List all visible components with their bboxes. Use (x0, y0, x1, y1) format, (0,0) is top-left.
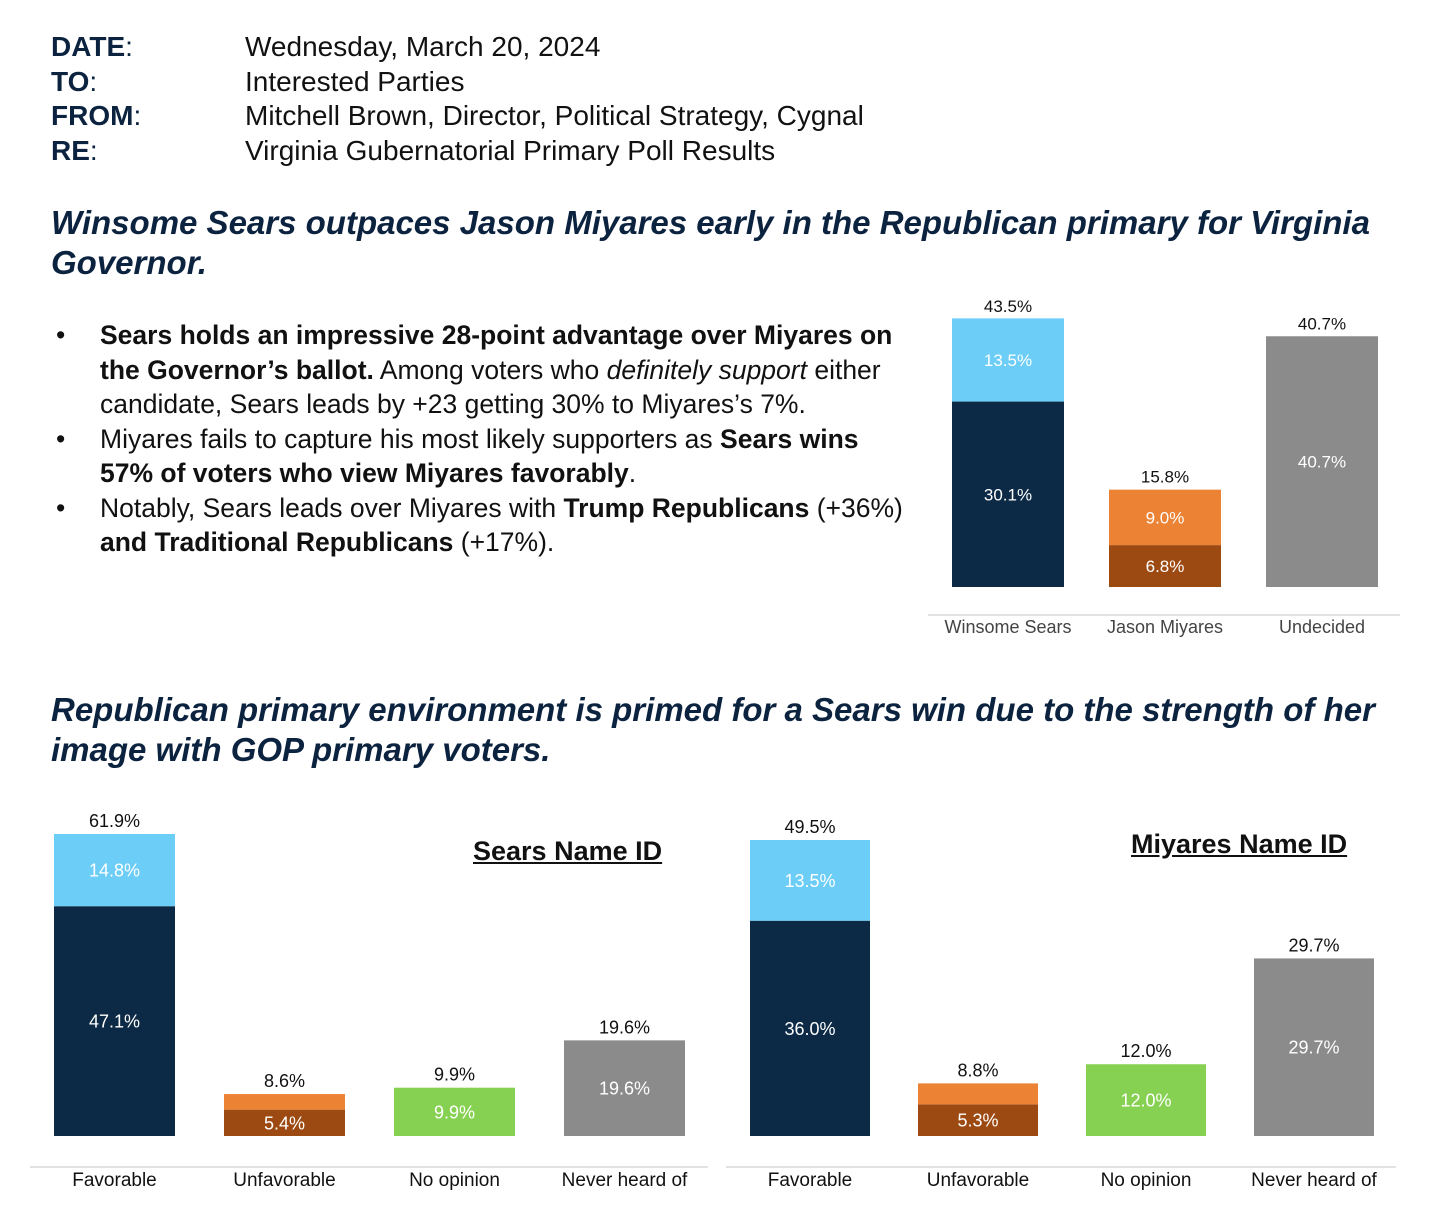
bullet-text-run: Among voters who (373, 354, 607, 385)
bar-segment (1109, 545, 1221, 587)
category-label: Never heard of (1251, 1170, 1377, 1191)
category-label: Favorable (72, 1170, 157, 1191)
total-label: 40.7% (1298, 314, 1346, 333)
segment-label: 5.3% (957, 1111, 998, 1131)
segment-label: 9.9% (434, 1102, 475, 1122)
segment-label: 5.4% (264, 1113, 305, 1133)
bar-segment (1086, 1064, 1206, 1136)
bullet-text-run: (+36%) (809, 492, 903, 523)
memo-row-from: FROM: Mitchell Brown, Director, Politica… (51, 99, 864, 134)
bullet-icon: • (56, 492, 66, 523)
memo-row-date: DATE: Wednesday, March 20, 2024 (51, 30, 864, 65)
category-label: Unfavorable (927, 1170, 1029, 1191)
segment-label: 29.7% (1288, 1038, 1339, 1058)
memo-value-date: Wednesday, March 20, 2024 (245, 31, 601, 62)
miyares-chart-title: Miyares Name ID (1131, 829, 1348, 859)
bullet-text-run: Sears wins 57% of voters who view Miyare… (100, 423, 859, 489)
bullet-icon: • (56, 423, 66, 454)
total-label: 29.7% (1288, 935, 1339, 955)
bar-segment (750, 920, 870, 1136)
total-label: 19.6% (599, 1017, 650, 1037)
bullet-text-run: . (628, 458, 637, 488)
bar-segment (1254, 958, 1374, 1136)
segment-label: 13.5% (984, 351, 1032, 370)
segment-label: 6.8% (1146, 557, 1185, 576)
total-label: 43.5% (984, 297, 1032, 316)
category-label: Never heard of (562, 1170, 688, 1191)
category-label: Favorable (768, 1170, 853, 1191)
bar-segment (918, 1083, 1038, 1105)
bullet-text-run: Miyares fails to capture his most likely… (100, 423, 721, 454)
headline-ballot: Winsome Sears outpaces Jason Miyares ear… (51, 204, 1370, 281)
ballot-chart: 30.1% 13.5% 43.5% Winsome Sears 6.8% 9.0% 15.8… (928, 297, 1400, 637)
bar-segment (1109, 489, 1221, 546)
category-label: Winsome Sears (944, 617, 1071, 637)
segment-label: 30.1% (984, 485, 1032, 504)
memo-key-re: RE (51, 134, 90, 166)
segment-label: 40.7% (1298, 453, 1346, 472)
memo-key-from: FROM (51, 100, 134, 131)
bar-segment (918, 1104, 1038, 1136)
segment-label: 14.8% (89, 861, 140, 881)
bullet-text-run: Trump Republicans (563, 492, 810, 523)
category-label: Unfavorable (233, 1170, 335, 1191)
bar-segment (1266, 336, 1378, 587)
bar-segment (750, 840, 870, 921)
total-label: 15.8% (1141, 468, 1189, 487)
sears-chart-title: Sears Name ID (473, 836, 663, 866)
segment-label: 13.5% (784, 871, 835, 891)
category-label: No opinion (1101, 1170, 1192, 1191)
bullet-text-run: (+17%). (453, 527, 555, 557)
total-label: 61.9% (89, 811, 140, 831)
bar-segment (54, 834, 175, 907)
bullet-item: • Sears holds an impressive 28-point adva… (51, 318, 911, 422)
bullet-list: • Sears holds an impressive 28-point adva… (51, 318, 911, 560)
memo-value-re: Virginia Gubernatorial Primary Poll Resu… (245, 134, 776, 166)
memo-value-to: Interested Parties (245, 65, 465, 97)
bar-segment (54, 906, 175, 1136)
bullet-text-run: definitely support (606, 354, 807, 385)
bullet-item: • Notably, Sears leads over Miyares with … (51, 491, 911, 560)
total-label: 9.9% (434, 1065, 475, 1085)
bar-segment (224, 1094, 345, 1110)
bullet-text-run: either candidate, Sears leads by +23 get… (100, 354, 881, 420)
bar-segment (952, 318, 1064, 402)
miyares-name-id-chart: 36.0% 13.5% 49.5% Favorable 5.3% 8.8% Unfavora… (726, 817, 1396, 1191)
bar-segment (952, 401, 1064, 587)
memo-key-date: DATE (51, 31, 126, 62)
bar-segment (564, 1040, 685, 1136)
bar-segment (394, 1087, 515, 1136)
bullet-text-run: and Traditional Republicans (100, 527, 454, 557)
sears-name-id-chart: 47.1% 14.8% 61.9% Favorable 5.4% 8.6% Unfavora… (30, 811, 708, 1191)
bullet-icon: • (56, 320, 66, 350)
bar-segment (224, 1109, 345, 1136)
memo-value-from: Mitchell Brown, Director, Political Stra… (245, 100, 864, 131)
memo-row-re: RE: Virginia Gubernatorial Primary Poll … (51, 134, 864, 169)
total-label: 12.0% (1120, 1041, 1171, 1061)
segment-label: 19.6% (599, 1079, 650, 1099)
category-label: Jason Miyares (1107, 617, 1223, 637)
category-label: No opinion (409, 1170, 500, 1191)
bullet-text-run: Sears holds an impressive 28-point advan… (100, 320, 893, 385)
segment-label: 12.0% (1120, 1091, 1171, 1111)
segment-label: 47.1% (89, 1012, 140, 1032)
memo-key-to: TO (51, 65, 90, 97)
memo-header: DATE: Wednesday, March 20, 2024 TO: Inte… (51, 30, 864, 168)
segment-label: 36.0% (784, 1019, 835, 1039)
segment-label: 9.0% (1146, 509, 1185, 528)
bullet-text-run: Notably, Sears leads over Miyares with (100, 492, 564, 523)
total-label: 8.6% (264, 1071, 305, 1091)
headline-image: Republican primary environment is primed… (51, 691, 1375, 768)
total-label: 49.5% (784, 817, 835, 837)
total-label: 8.8% (957, 1060, 998, 1080)
memo-row-to: TO: Interested Parties (51, 65, 864, 100)
category-label: Undecided (1279, 617, 1365, 637)
bullet-item: • Miyares fails to capture his most likel… (51, 422, 911, 491)
